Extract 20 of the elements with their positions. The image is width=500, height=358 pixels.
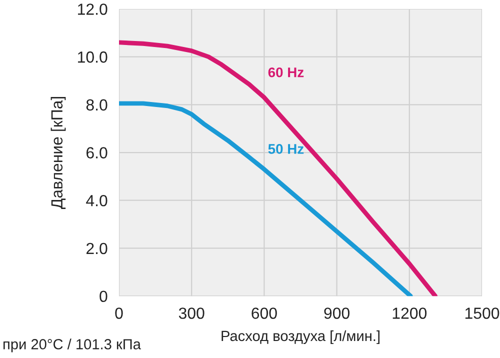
x-tick-label: 900 <box>324 308 350 319</box>
x-tick-label: 0 <box>115 308 123 319</box>
x-tick-label: 1500 <box>465 308 500 319</box>
x-axis-title: Расход воздуха [л/мин.] <box>222 330 380 344</box>
y-tick-label: 0 <box>100 290 108 302</box>
y-tick-label: 6.0 <box>86 147 108 158</box>
y-axis-title: Давление [кПа] <box>50 96 66 210</box>
x-tick-label: 1200 <box>392 308 427 319</box>
y-tick-label: 8.0 <box>86 99 108 111</box>
series-label: 50 Hz <box>268 144 304 154</box>
y-tick-label: 12.0 <box>78 4 108 15</box>
series-label: 60 Hz <box>268 67 304 78</box>
y-tick-label: 4.0 <box>86 194 108 206</box>
y-tick-label: 10.0 <box>78 51 108 63</box>
x-tick-label: 600 <box>252 308 277 319</box>
text: при 20°C / 101.3 кПа <box>4 338 141 352</box>
line-series <box>119 101 413 296</box>
line-series <box>119 40 438 296</box>
y-tick-label: 2.0 <box>86 242 108 254</box>
x-tick-label: 300 <box>178 308 204 319</box>
